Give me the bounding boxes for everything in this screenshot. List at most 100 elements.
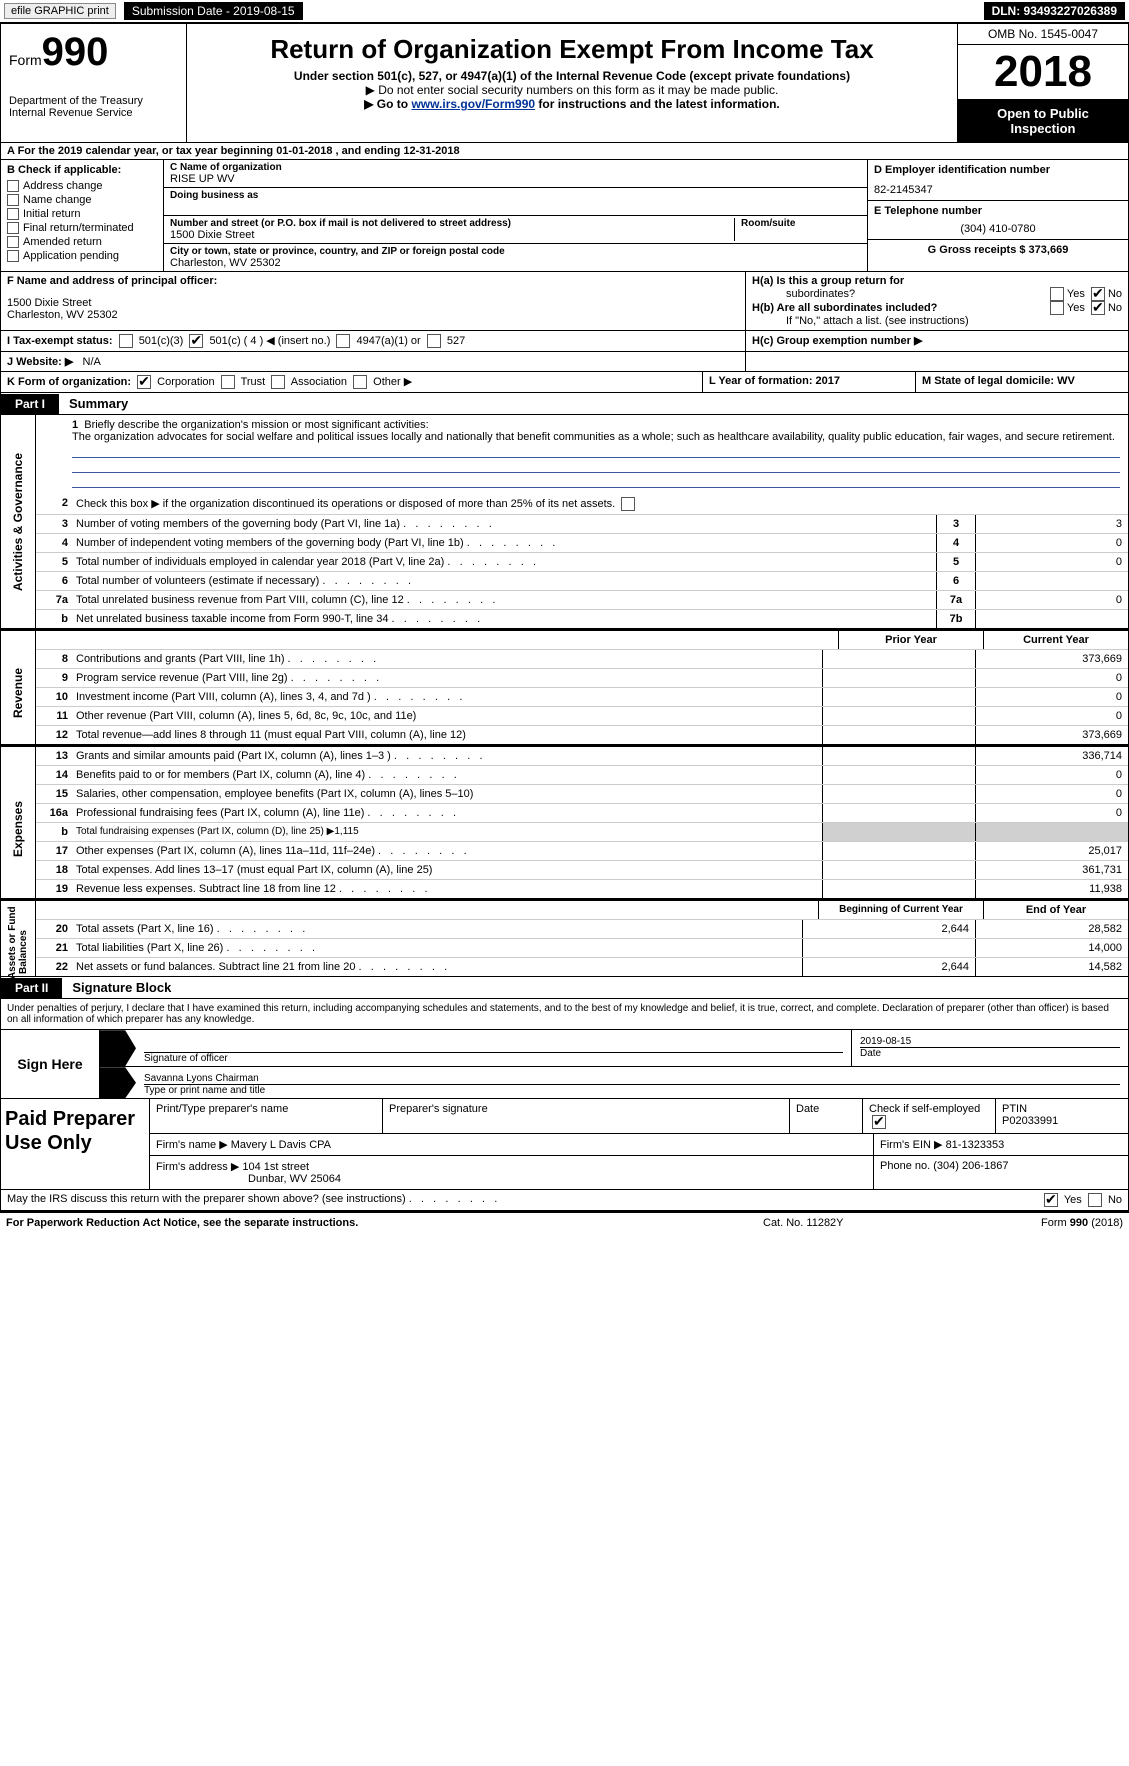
website-label: J Website: ▶ bbox=[7, 356, 73, 368]
city-state-zip: Charleston, WV 25302 bbox=[170, 257, 861, 269]
c10: 0 bbox=[975, 688, 1128, 706]
firm-name: Mavery L Davis CPA bbox=[231, 1139, 331, 1151]
firm-addr2: Dunbar, WV 25064 bbox=[248, 1173, 341, 1185]
checkbox-checked-icon bbox=[1044, 1193, 1058, 1207]
sub3-post: for instructions and the latest informat… bbox=[535, 97, 780, 111]
checkbox-icon bbox=[1050, 301, 1064, 315]
state-domicile: M State of legal domicile: WV bbox=[922, 375, 1075, 387]
gross-receipts: G Gross receipts $ 373,669 bbox=[928, 244, 1069, 256]
prep-phone: (304) 206-1867 bbox=[933, 1160, 1008, 1172]
l7b: Net unrelated business taxable income fr… bbox=[72, 610, 936, 628]
l2: Check this box ▶ if the organization dis… bbox=[76, 498, 615, 510]
checkbox-checked-icon bbox=[872, 1115, 886, 1129]
firm-ein: 81-1323353 bbox=[946, 1139, 1005, 1151]
mission-text: The organization advocates for social we… bbox=[72, 431, 1115, 443]
checkbox-icon bbox=[353, 375, 367, 389]
subtitle-1: Under section 501(c), 527, or 4947(a)(1)… bbox=[195, 69, 949, 83]
yes-label: Yes bbox=[1064, 1194, 1082, 1206]
omb: OMB No. 1545-0047 bbox=[958, 24, 1128, 45]
checkbox-icon bbox=[7, 236, 19, 248]
l12: Total revenue—add lines 8 through 11 (mu… bbox=[72, 726, 822, 744]
no-label: No bbox=[1108, 1194, 1122, 1206]
checkbox-icon bbox=[7, 208, 19, 220]
h-b-note: If "No," attach a list. (see instruction… bbox=[786, 315, 1122, 327]
l14: Benefits paid to or for members (Part IX… bbox=[72, 766, 822, 784]
officer-addr1: 1500 Dixie Street bbox=[7, 297, 739, 309]
end-head: End of Year bbox=[983, 901, 1128, 919]
section-k-label: K Form of organization: bbox=[7, 376, 131, 388]
subtitle-2: ▶ Do not enter social security numbers o… bbox=[195, 83, 949, 97]
section-b: B Check if applicable: Address change Na… bbox=[1, 160, 164, 271]
footer-right: Form 990 (2018) bbox=[963, 1217, 1123, 1229]
b22: 2,644 bbox=[802, 958, 975, 976]
v7a: 0 bbox=[975, 591, 1128, 609]
checkbox-icon bbox=[221, 375, 235, 389]
c16a: 0 bbox=[975, 804, 1128, 822]
section-c: C Name of organization RISE UP WV Doing … bbox=[164, 160, 867, 271]
h-b-label: H(b) Are all subordinates included? bbox=[752, 302, 937, 314]
cb-final: Final return/terminated bbox=[23, 222, 134, 234]
header-center: Return of Organization Exempt From Incom… bbox=[187, 24, 958, 142]
l17: Other expenses (Part IX, column (A), lin… bbox=[72, 842, 822, 860]
checkbox-icon bbox=[7, 222, 19, 234]
part-1-label: Part I bbox=[1, 394, 59, 414]
c8: 373,669 bbox=[975, 650, 1128, 668]
l6: Total number of volunteers (estimate if … bbox=[72, 572, 936, 590]
prior-year-head: Prior Year bbox=[838, 631, 983, 649]
l11: Other revenue (Part VIII, column (A), li… bbox=[72, 707, 822, 725]
otp-line1: Open to Public bbox=[997, 106, 1089, 121]
l1-label: Briefly describe the organization's miss… bbox=[84, 419, 428, 431]
checkbox-icon bbox=[1050, 287, 1064, 301]
c15: 0 bbox=[975, 785, 1128, 803]
sig-officer-label: Signature of officer bbox=[144, 1053, 228, 1064]
section-b-heading: B Check if applicable: bbox=[7, 164, 157, 176]
527: 527 bbox=[447, 335, 465, 347]
firm-addr1: 104 1st street bbox=[242, 1161, 309, 1173]
side-net-assets: Net Assets or Fund Balances bbox=[1, 901, 36, 976]
4947a1: 4947(a)(1) or bbox=[357, 335, 421, 347]
irs-label: Internal Revenue Service bbox=[9, 107, 178, 119]
checkbox-icon bbox=[7, 250, 19, 262]
cb-pending: Application pending bbox=[23, 250, 119, 262]
l7a: Total unrelated business revenue from Pa… bbox=[72, 591, 936, 609]
501c: 501(c) ( 4 ) ◀ (insert no.) bbox=[209, 335, 330, 347]
501c3: 501(c)(3) bbox=[139, 335, 184, 347]
firm-name-label: Firm's name ▶ bbox=[156, 1139, 228, 1151]
l10: Investment income (Part VIII, column (A)… bbox=[72, 688, 822, 706]
l4: Number of independent voting members of … bbox=[72, 534, 936, 552]
l8: Contributions and grants (Part VIII, lin… bbox=[72, 650, 822, 668]
no-label: No bbox=[1108, 288, 1122, 300]
corp: Corporation bbox=[157, 376, 214, 388]
l15: Salaries, other compensation, employee b… bbox=[72, 785, 822, 803]
form990-link[interactable]: www.irs.gov/Form990 bbox=[411, 97, 535, 111]
discuss-text: May the IRS discuss this return with the… bbox=[1, 1190, 916, 1210]
phone-value: (304) 410-0780 bbox=[874, 223, 1122, 235]
dba-label: Doing business as bbox=[170, 190, 861, 201]
name-label: Type or print name and title bbox=[144, 1085, 265, 1096]
section-i-label: I Tax-exempt status: bbox=[7, 335, 113, 347]
footer-left: For Paperwork Reduction Act Notice, see … bbox=[6, 1217, 763, 1229]
c17: 25,017 bbox=[975, 842, 1128, 860]
section-d-e-g: D Employer identification number 82-2145… bbox=[867, 160, 1128, 271]
checkbox-checked-icon bbox=[137, 375, 151, 389]
no-label: No bbox=[1108, 302, 1122, 314]
cb-name-change: Name change bbox=[23, 194, 92, 206]
side-revenue: Revenue bbox=[1, 631, 36, 744]
paid-preparer-label: Paid Preparer Use Only bbox=[1, 1099, 150, 1189]
v6 bbox=[975, 572, 1128, 590]
yes-label: Yes bbox=[1067, 302, 1085, 314]
room-label: Room/suite bbox=[741, 218, 861, 229]
open-to-public: Open to Public Inspection bbox=[958, 100, 1128, 142]
c18: 361,731 bbox=[975, 861, 1128, 879]
checkbox-checked-icon bbox=[1091, 301, 1105, 315]
c13: 336,714 bbox=[975, 747, 1128, 765]
cb-amended: Amended return bbox=[23, 236, 102, 248]
side-expenses: Expenses bbox=[1, 747, 36, 898]
sig-date: 2019-08-15 bbox=[860, 1036, 1120, 1048]
checkbox-icon bbox=[7, 194, 19, 206]
sub3-pre: ▶ Go to bbox=[364, 97, 411, 111]
c19: 11,938 bbox=[975, 880, 1128, 898]
form-prefix: Form bbox=[9, 52, 42, 68]
h-c-label: H(c) Group exemption number ▶ bbox=[752, 335, 922, 347]
prep-col4: Check if self-employed bbox=[863, 1099, 996, 1133]
